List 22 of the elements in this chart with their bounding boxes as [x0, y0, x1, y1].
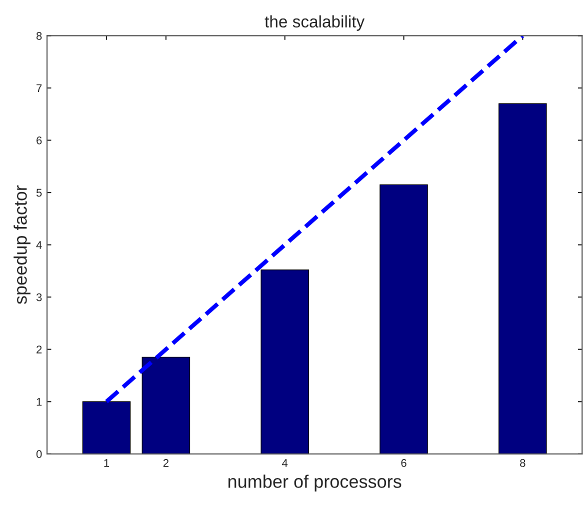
x-tick-label: 4: [282, 459, 288, 467]
y-tick-label: 3: [36, 293, 42, 302]
x-tick-label: 8: [520, 459, 526, 467]
y-axis-title: speedup factor: [14, 185, 30, 304]
bar: [142, 356, 190, 454]
bar: [380, 184, 428, 454]
x-tick-label: 1: [104, 459, 110, 467]
chart-title: the scalability: [264, 15, 365, 31]
bar: [82, 401, 131, 454]
y-tick-label: 7: [36, 84, 42, 92]
y-tick-label: 0: [36, 450, 42, 458]
y-tick-label: 4: [36, 241, 42, 249]
y-tick-label: 1: [36, 398, 42, 406]
y-tick-label: 5: [36, 188, 42, 197]
y-tick-label: 8: [36, 32, 42, 40]
x-axis-title: number of processors: [228, 474, 402, 492]
bar: [498, 103, 547, 454]
y-tick-label: 6: [36, 136, 42, 144]
bar: [260, 270, 309, 454]
x-tick-label: 6: [401, 459, 406, 467]
x-tick-label: 2: [163, 459, 168, 467]
y-tick-label: 2: [36, 346, 42, 354]
